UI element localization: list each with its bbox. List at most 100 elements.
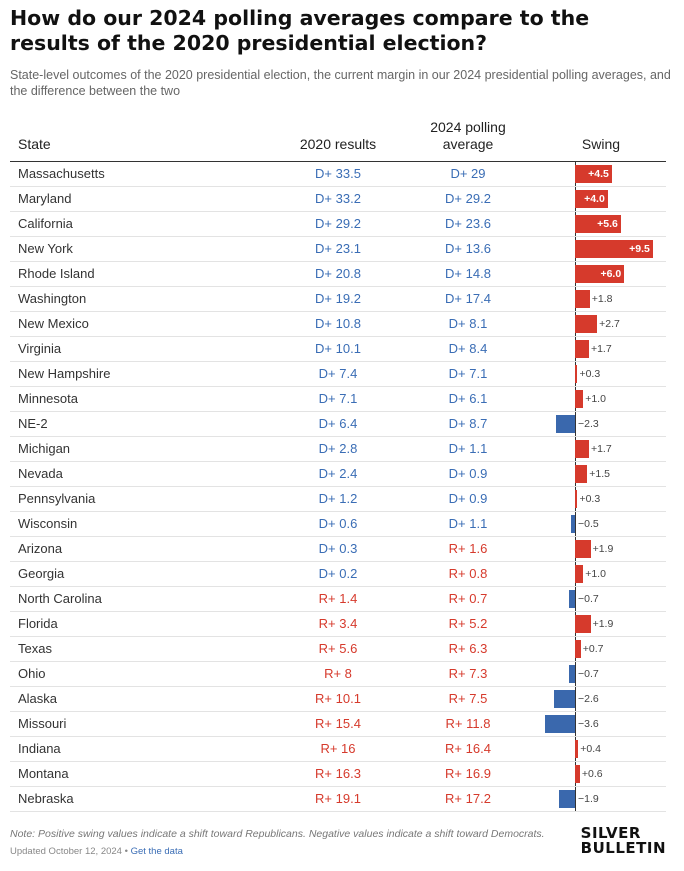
state-name: Virginia [18, 341, 62, 356]
table-row: Nebraska R+ 19.1 R+ 17.2 −1.9 [10, 787, 666, 812]
table-row: Texas R+ 5.6 R+ 6.3 +0.7 [10, 637, 666, 662]
swing-bar [575, 765, 580, 783]
polling-average-2024: D+ 29 [450, 166, 486, 181]
swing-label: −2.6 [578, 693, 599, 705]
swing-cell: −2.6 [525, 687, 666, 711]
result-2020: D+ 7.1 [318, 391, 358, 406]
state-name: New Mexico [18, 316, 89, 331]
swing-bar [575, 565, 584, 583]
swing-cell: +1.7 [525, 337, 666, 361]
state-name: Missouri [18, 716, 67, 731]
table-row: Pennsylvania D+ 1.2 D+ 0.9 +0.3 [10, 487, 666, 512]
state-name: Ohio [18, 666, 46, 681]
result-2020: R+ 3.4 [318, 616, 358, 631]
polling-average-2024: D+ 7.1 [448, 366, 488, 381]
state-name: Wisconsin [18, 516, 78, 531]
result-2020: D+ 20.8 [315, 266, 361, 281]
swing-bar [575, 390, 584, 408]
polling-average-2024: D+ 23.6 [445, 216, 491, 231]
swing-cell: +1.9 [525, 537, 666, 561]
state-name: Massachusetts [18, 166, 105, 181]
state-name: Arizona [18, 541, 63, 556]
table-row: Arizona D+ 0.3 R+ 1.6 +1.9 [10, 537, 666, 562]
state-name: Indiana [18, 741, 61, 756]
state-name: Alaska [18, 691, 58, 706]
result-2020: R+ 5.6 [318, 641, 358, 656]
table-row: Indiana R+ 16 R+ 16.4 +0.4 [10, 737, 666, 762]
table-row: California D+ 29.2 D+ 23.6 +5.6 [10, 212, 666, 237]
swing-zero-line [575, 712, 576, 736]
swing-cell: −2.3 [525, 412, 666, 436]
polling-average-2024: R+ 0.8 [448, 566, 488, 581]
polling-average-2024: R+ 6.3 [448, 641, 488, 656]
polling-average-2024: D+ 17.4 [445, 291, 491, 306]
swing-bar [575, 215, 621, 233]
separator: • [121, 846, 131, 857]
state-name: Nebraska [18, 791, 74, 806]
swing-bar [570, 515, 575, 533]
swing-bar [575, 165, 612, 183]
swing-cell: +1.7 [525, 437, 666, 461]
table-row: Montana R+ 16.3 R+ 16.9 +0.6 [10, 762, 666, 787]
swing-label: −1.9 [578, 793, 599, 805]
state-name: California [18, 216, 73, 231]
state-name: Michigan [18, 441, 71, 456]
table-row: Florida R+ 3.4 R+ 5.2 +1.9 [10, 612, 666, 637]
polling-average-2024: D+ 29.2 [445, 191, 491, 206]
result-2020: D+ 0.3 [318, 541, 358, 556]
swing-label: −0.5 [578, 518, 599, 530]
header-swing: Swing [581, 136, 621, 152]
result-2020: R+ 1.4 [318, 591, 358, 606]
swing-label: +1.9 [592, 543, 614, 555]
result-2020: D+ 2.8 [318, 441, 358, 456]
table-row: New York D+ 23.1 D+ 13.6 +9.5 [10, 237, 666, 262]
result-2020: D+ 6.4 [318, 416, 358, 431]
swing-label: +4.5 [588, 168, 609, 180]
polling-average-2024: D+ 6.1 [448, 391, 488, 406]
swing-cell: −0.7 [525, 662, 666, 686]
header-2020-results: 2020 results [299, 136, 377, 152]
swing-bar [575, 290, 590, 308]
swing-bar [575, 640, 581, 658]
swing-bar [553, 690, 575, 708]
swing-bar [569, 590, 575, 608]
swing-cell: −3.6 [525, 712, 666, 736]
state-name: NE-2 [18, 416, 48, 431]
result-2020: R+ 16 [320, 741, 356, 756]
swing-label: +1.0 [585, 393, 606, 405]
state-name: Texas [18, 641, 52, 656]
swing-zero-line [575, 412, 576, 436]
swing-label: −0.7 [578, 668, 599, 680]
polling-average-2024: D+ 8.7 [448, 416, 488, 431]
state-name: Nevada [18, 466, 63, 481]
swing-cell: −0.5 [525, 512, 666, 536]
swing-label: −3.6 [578, 718, 599, 730]
table-row: Virginia D+ 10.1 D+ 8.4 +1.7 [10, 337, 666, 362]
swing-cell: +4.0 [525, 187, 666, 211]
swing-label: +1.0 [585, 568, 606, 580]
swing-label: +1.7 [590, 443, 612, 455]
swing-bar [575, 465, 588, 483]
swing-cell: +4.5 [525, 162, 666, 186]
state-name: Minnesota [18, 391, 78, 406]
state-name: Washington [18, 291, 87, 306]
swing-bar [575, 440, 589, 458]
swing-cell: +1.9 [525, 612, 666, 636]
swing-zero-line [575, 787, 576, 811]
chart-subtitle: State-level outcomes of the 2020 preside… [10, 68, 671, 98]
polling-average-2024: R+ 7.3 [448, 666, 488, 681]
footnote: Note: Positive swing values indicate a s… [10, 828, 545, 840]
swing-label: −2.3 [578, 418, 599, 430]
result-2020: D+ 0.2 [318, 566, 358, 581]
swing-table: State 2020 results 2024 polling average … [10, 112, 666, 812]
get-the-data-link[interactable]: Get the data [130, 846, 183, 857]
swing-label: +1.9 [592, 618, 614, 630]
swing-cell: +0.4 [525, 737, 666, 761]
polling-average-2024: R+ 5.2 [448, 616, 488, 631]
swing-zero-line [575, 512, 576, 536]
table-row: Maryland D+ 33.2 D+ 29.2 +4.0 [10, 187, 666, 212]
swing-cell: +0.3 [525, 487, 666, 511]
swing-label: +1.8 [591, 293, 613, 305]
swing-bar [575, 490, 578, 508]
polling-average-2024: D+ 1.1 [448, 516, 488, 531]
